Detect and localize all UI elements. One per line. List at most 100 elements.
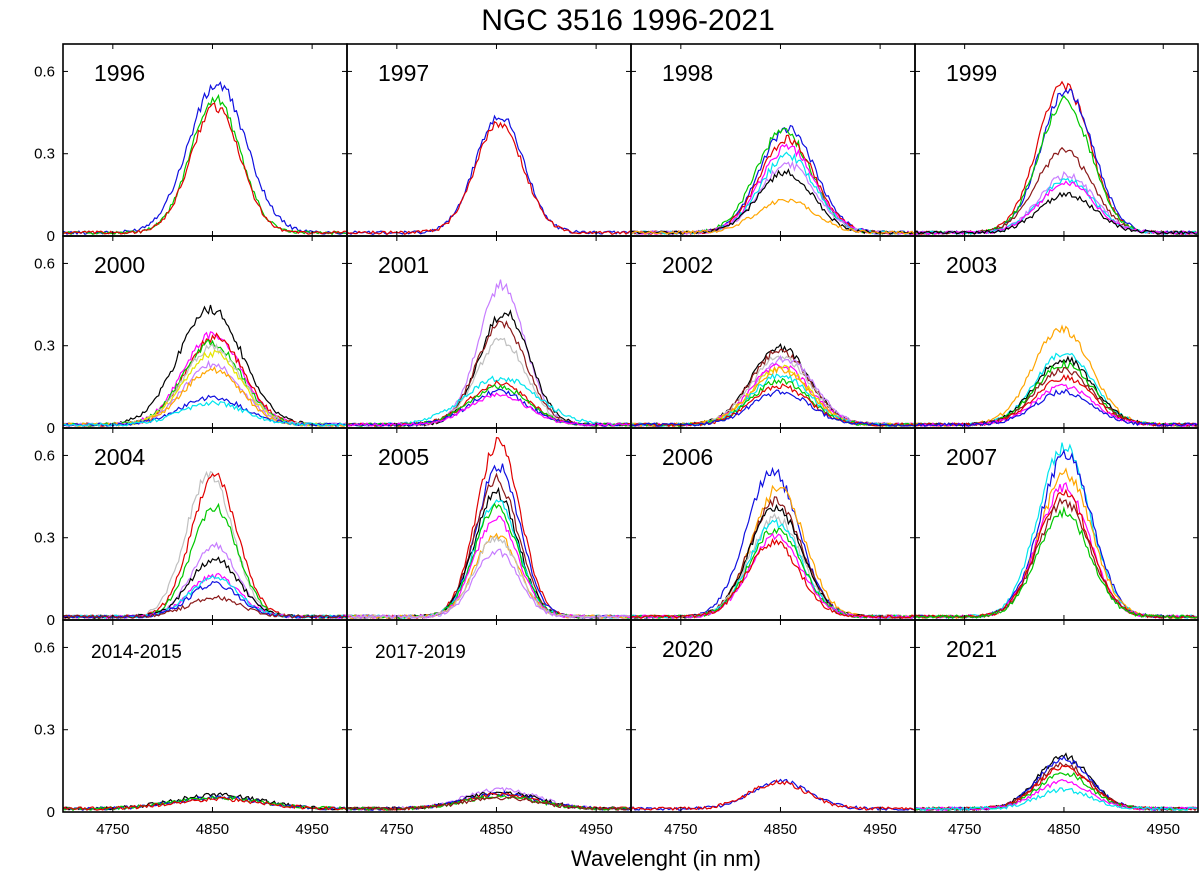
y-tick-label: 0: [47, 228, 55, 245]
series-line-red: [63, 472, 347, 620]
panel-label: 2014-2015: [91, 642, 182, 663]
panel-label: 2005: [378, 444, 429, 470]
x-tick-label: 4750: [948, 821, 981, 838]
series-line-violet: [631, 355, 915, 427]
series-group: [631, 124, 915, 236]
panel-label: 2017-2019: [375, 642, 466, 663]
series-line-red: [63, 102, 347, 235]
panel-1997: 1997: [346, 43, 632, 237]
series-line-gray: [63, 470, 347, 619]
panel-label: 2006: [662, 444, 713, 470]
series-group: [915, 80, 1198, 236]
y-tick-label: 0: [47, 612, 55, 629]
x-tick-label: 4850: [764, 821, 797, 838]
panel-2000: 0 0.3 0.6 2000: [34, 235, 348, 437]
x-tick-label: 4850: [1047, 821, 1080, 838]
series-line-violet: [63, 359, 347, 427]
panel-2004: 0 0.3 0.6 2004: [34, 427, 348, 629]
series-line-black: [631, 503, 914, 620]
panel-2005: 2005: [346, 427, 632, 621]
series-group: [347, 787, 631, 812]
series-line-green: [631, 527, 915, 620]
series-line-black: [347, 486, 631, 619]
series-line-blue: [915, 88, 1198, 236]
series-line-magenta: [63, 331, 347, 428]
panel-label: 1999: [946, 60, 997, 86]
series-group: [631, 778, 915, 812]
y-tick-label: 0.6: [34, 63, 55, 80]
series-line-brown: [631, 496, 915, 619]
series-line-brown: [915, 366, 1197, 428]
series-group: [915, 442, 1198, 620]
panel-2020: 4750 4850 4950 2020: [630, 619, 916, 838]
series-group: [915, 324, 1198, 428]
series-line-blue: [915, 449, 1198, 620]
series-line-cyan: [347, 375, 631, 427]
series-group: [347, 279, 631, 428]
panel-label: 2021: [946, 636, 997, 662]
panel-label: 2002: [662, 252, 713, 278]
panel-label: 2003: [946, 252, 997, 278]
y-tick-label: 0: [47, 420, 55, 437]
series-line-green: [63, 502, 347, 620]
series-line-green: [631, 377, 915, 427]
series-group: [631, 466, 915, 620]
series-line-brown: [347, 320, 631, 427]
series-line-cyan: [631, 151, 915, 236]
x-tick-label: 4850: [196, 821, 229, 838]
panel-label: 2004: [94, 444, 145, 470]
series-line-cyan: [631, 373, 915, 427]
series-line-red: [63, 796, 347, 811]
series-line-blue: [63, 394, 347, 428]
x-tick-label: 4750: [96, 821, 129, 838]
series-line-magenta: [915, 778, 1198, 812]
series-line-blue: [631, 466, 915, 620]
series-line-green: [915, 505, 1198, 620]
panel-2006: 2006: [630, 427, 916, 621]
series-line-red: [631, 383, 915, 428]
x-tick-label: 4750: [380, 821, 413, 838]
panel-label: 2000: [94, 252, 145, 278]
series-line-cyan: [63, 400, 347, 428]
series-line-cyan: [63, 575, 347, 620]
series-line-gray: [347, 337, 631, 428]
series-line-red: [915, 488, 1198, 619]
series-line-orange: [63, 365, 347, 428]
panel-1998: 1998: [630, 43, 916, 237]
y-tick-label: 0.3: [34, 722, 55, 739]
series-group: [63, 80, 347, 236]
series-line-black: [631, 342, 915, 428]
panel-label: 1997: [378, 60, 429, 86]
series-group: [631, 342, 915, 428]
series-line-magenta: [915, 482, 1198, 619]
series-line-black: [915, 191, 1198, 236]
series-line-brown: [347, 795, 631, 811]
series-line-black: [347, 309, 631, 428]
series-line-blue: [631, 389, 915, 427]
series-line-violet: [631, 160, 915, 235]
y-tick-label: 0.6: [34, 639, 55, 656]
series-line-orange: [915, 467, 1198, 620]
panel-frame: [914, 619, 1199, 813]
y-tick-label: 0.6: [34, 447, 55, 464]
series-group: [347, 114, 631, 236]
panel-2017-2019: 4750 4850 4950 2017-2019: [346, 619, 632, 838]
series-line-magenta: [347, 392, 631, 428]
series-line-red: [63, 332, 347, 428]
series-line-red: [347, 120, 631, 236]
x-tick-label: 4950: [863, 821, 896, 838]
series-line-gray: [347, 535, 631, 620]
panel-label: 1996: [94, 60, 145, 86]
series-group: [915, 752, 1198, 812]
series-line-blue: [631, 778, 915, 812]
panel-label: 2007: [946, 444, 997, 470]
series-line-yellow: [63, 349, 347, 428]
panel-grid: 0 0.3 0.6 1996 1997 1998 1999 0 0.3 0.6 2000 2001 20…: [34, 43, 1199, 838]
series-line-red: [915, 764, 1198, 812]
series-line-green: [63, 93, 346, 236]
series-line-green: [347, 502, 631, 620]
series-line-violet: [915, 171, 1198, 236]
x-tick-label: 4950: [295, 821, 328, 838]
x-tick-label: 4850: [480, 821, 513, 838]
panel-label: 2020: [662, 636, 713, 662]
